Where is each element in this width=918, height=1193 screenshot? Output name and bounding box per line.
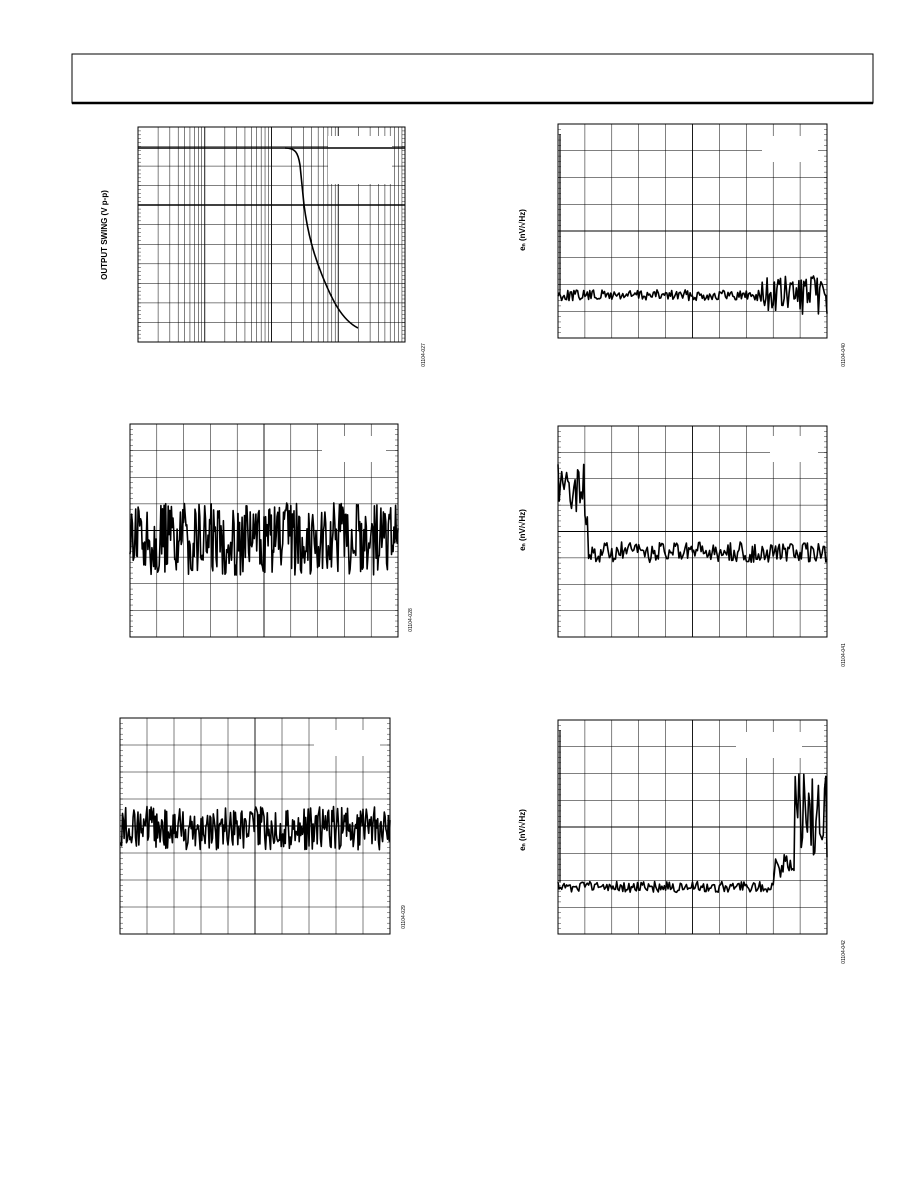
trace [557,463,828,564]
y-axis-label: eₙ (nV/√Hz) [518,809,527,851]
plot-frame [557,123,828,339]
figure-id: 01104-040 [841,343,847,367]
y-axis-label: eₙ (nV/√Hz) [518,509,527,551]
figure-id: 01104-027 [421,343,427,367]
plot-frame [137,126,406,343]
header-box [71,53,874,104]
figure: 01104-028 [129,423,414,638]
legend-box [770,436,818,462]
legend-box [762,136,818,162]
trace [557,275,828,315]
figure: 01104-029 [119,717,407,935]
y-axis-label: OUTPUT SWING (V p-p) [100,190,109,280]
figure-id: 01104-028 [408,608,414,632]
legend-box [314,730,380,756]
plot-frame [557,425,828,638]
figure: eₙ (nV/√Hz) 01104-040 [518,123,847,367]
legend-box [328,136,392,184]
legend-box [322,436,386,462]
figure: eₙ (nV/√Hz) 01104-041 [518,425,847,667]
figure: OUTPUT SWING (V p-p) 01104-027 [100,126,427,367]
figure-id: 01104-041 [841,643,847,667]
trace [119,805,391,851]
trace [284,147,359,329]
y-axis-label: eₙ (nV/√Hz) [518,209,527,251]
figure: eₙ (nV/√Hz) 01104-042 [518,719,847,964]
legend-box [736,732,802,758]
trace [129,502,399,576]
figure-id: 01104-029 [401,905,407,929]
figure-id: 01104-042 [841,940,847,964]
trace [557,773,828,894]
